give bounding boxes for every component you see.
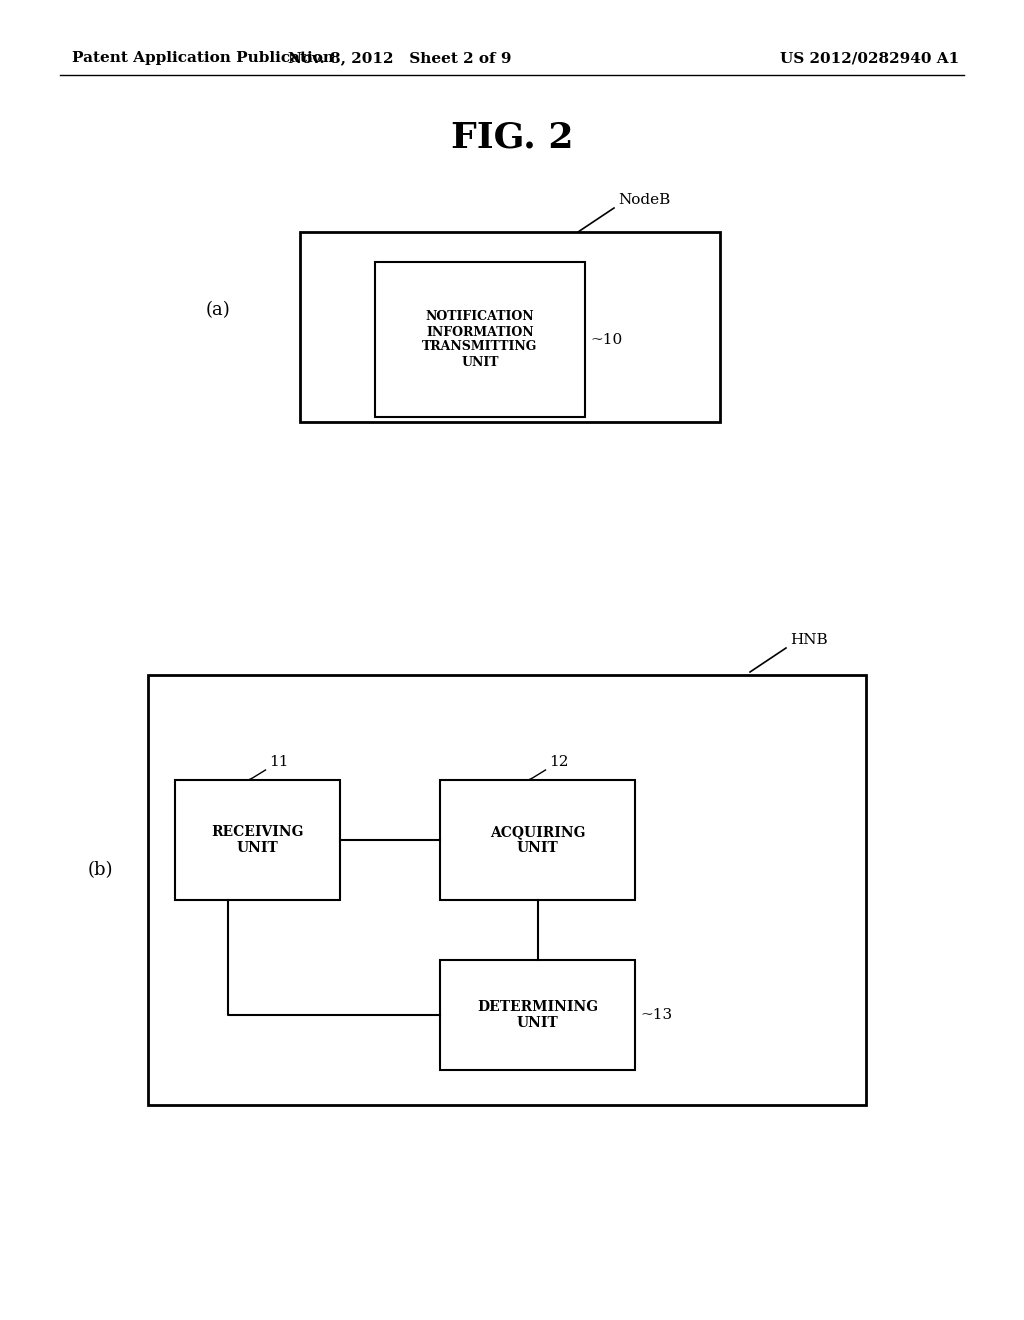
Text: 12: 12 <box>550 755 569 770</box>
Text: (b): (b) <box>87 861 113 879</box>
Bar <box>300 232 720 422</box>
Text: ACQUIRING
UNIT: ACQUIRING UNIT <box>489 825 586 855</box>
Text: HNB: HNB <box>790 634 827 647</box>
Text: ~10: ~10 <box>590 333 623 346</box>
Text: Patent Application Publication: Patent Application Publication <box>72 51 334 65</box>
Text: ~13: ~13 <box>640 1008 672 1022</box>
Text: US 2012/0282940 A1: US 2012/0282940 A1 <box>780 51 959 65</box>
Text: DETERMINING
UNIT: DETERMINING UNIT <box>477 1001 598 1030</box>
Text: NodeB: NodeB <box>618 193 671 207</box>
Text: Nov. 8, 2012   Sheet 2 of 9: Nov. 8, 2012 Sheet 2 of 9 <box>288 51 512 65</box>
Bar <box>148 675 866 1105</box>
Text: (a): (a) <box>206 301 230 319</box>
Bar <box>375 261 585 417</box>
Text: RECEIVING
UNIT: RECEIVING UNIT <box>211 825 304 855</box>
Text: 11: 11 <box>269 755 289 770</box>
Bar <box>175 780 340 900</box>
Text: NOTIFICATION
INFORMATION
TRANSMITTING
UNIT: NOTIFICATION INFORMATION TRANSMITTING UN… <box>422 310 538 368</box>
Text: FIG. 2: FIG. 2 <box>451 121 573 154</box>
Bar <box>440 960 635 1071</box>
Bar <box>440 780 635 900</box>
